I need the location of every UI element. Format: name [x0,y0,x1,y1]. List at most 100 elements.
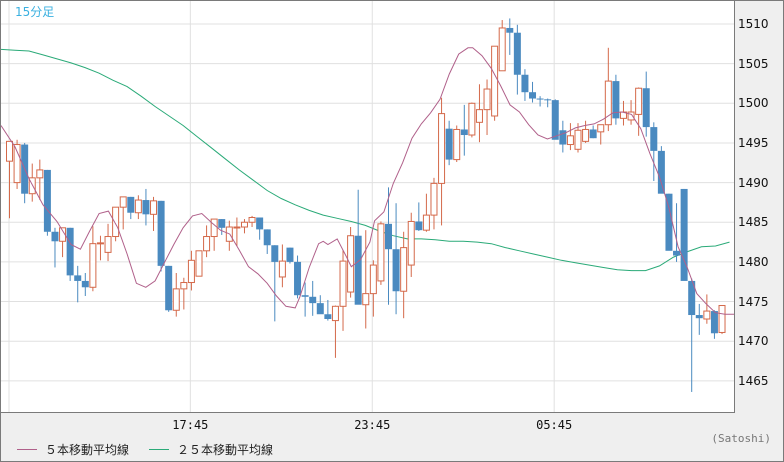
candle [574,123,582,153]
y-tick-label: 1505 [738,56,769,71]
candle [627,100,635,125]
candle [240,219,248,234]
candle [445,120,453,166]
candle [294,255,302,299]
candle [256,217,264,240]
candle [324,299,332,321]
candle [513,24,521,95]
legend-label-ma5: ５本移動平均線 [45,443,130,457]
candle [521,69,529,101]
candle [544,98,552,108]
candle [331,305,339,358]
candle [263,229,271,254]
candle [248,215,256,228]
candle [642,71,650,137]
candle [430,177,438,230]
candle [673,203,681,262]
candle [59,227,67,258]
candle [718,305,726,335]
candle [483,79,491,136]
candle [165,265,173,312]
x-tick-label: 05:45 [536,418,573,432]
y-tick-label: 1510 [738,17,769,31]
candle [551,99,559,140]
candle [66,227,74,281]
candle [233,217,241,247]
candle [710,310,718,339]
candle [703,294,711,324]
candle [657,146,665,194]
candle [415,202,423,231]
candle [650,122,658,182]
candle [491,45,499,121]
candle [278,244,286,288]
candle [96,235,104,261]
candle [203,225,211,258]
y-tick-label: 1475 [738,294,769,309]
candle [422,193,430,232]
candle [195,250,203,277]
candle [286,247,294,264]
candle [339,250,347,331]
candle [460,104,468,156]
candle [612,74,620,125]
candle [225,220,233,251]
candle [369,260,377,317]
candle [157,200,165,272]
candle [74,265,82,303]
candle [529,81,537,103]
candle [51,227,59,268]
candle [688,278,696,392]
candle [127,196,135,220]
y-tick-label: 1490 [738,175,769,190]
candle [392,203,400,315]
candle [112,206,120,242]
plot-area: 15分足 [1,1,735,413]
candle [597,124,605,145]
interval-label: 15分足 [15,5,55,19]
ma5-line-swatch [17,449,37,450]
y-tick-label: 1485 [738,215,769,230]
candle [566,123,574,151]
legend-item-ma25: ２５本移動平均線 [149,441,273,458]
x-tick-label: 17:45 [172,418,209,432]
ma25-line [1,48,730,272]
candle [468,102,476,138]
candle [210,218,218,251]
candle [589,125,597,139]
legend-item-ma5: ５本移動平均線 [17,441,129,458]
candle [559,120,567,153]
candle [377,221,385,285]
candle [89,226,97,292]
candle [172,273,180,317]
candle [604,47,612,132]
y-tick-label: 1465 [738,373,769,388]
candle [271,245,279,322]
candle [347,227,355,298]
y-tick-label: 1470 [738,334,769,349]
candle [407,212,415,277]
y-tick-label: 1500 [738,96,769,111]
candle [695,303,703,335]
candle [536,96,544,107]
candle [665,193,673,251]
candlestick-chart [1,1,734,412]
ma25-line-swatch [149,449,170,450]
ma5-line [1,47,734,315]
candle [400,231,408,319]
y-tick-label: 1480 [738,254,769,269]
source-credit: (Satoshi) [711,432,771,445]
candle [453,125,461,162]
candle [218,219,226,235]
candle [36,159,44,201]
candle [506,18,514,55]
candle [81,273,89,296]
candle [385,187,392,305]
candle [301,282,309,317]
candle [582,120,590,143]
candle [187,250,195,291]
candle [354,189,362,305]
candle [635,87,643,136]
candle [119,196,127,230]
